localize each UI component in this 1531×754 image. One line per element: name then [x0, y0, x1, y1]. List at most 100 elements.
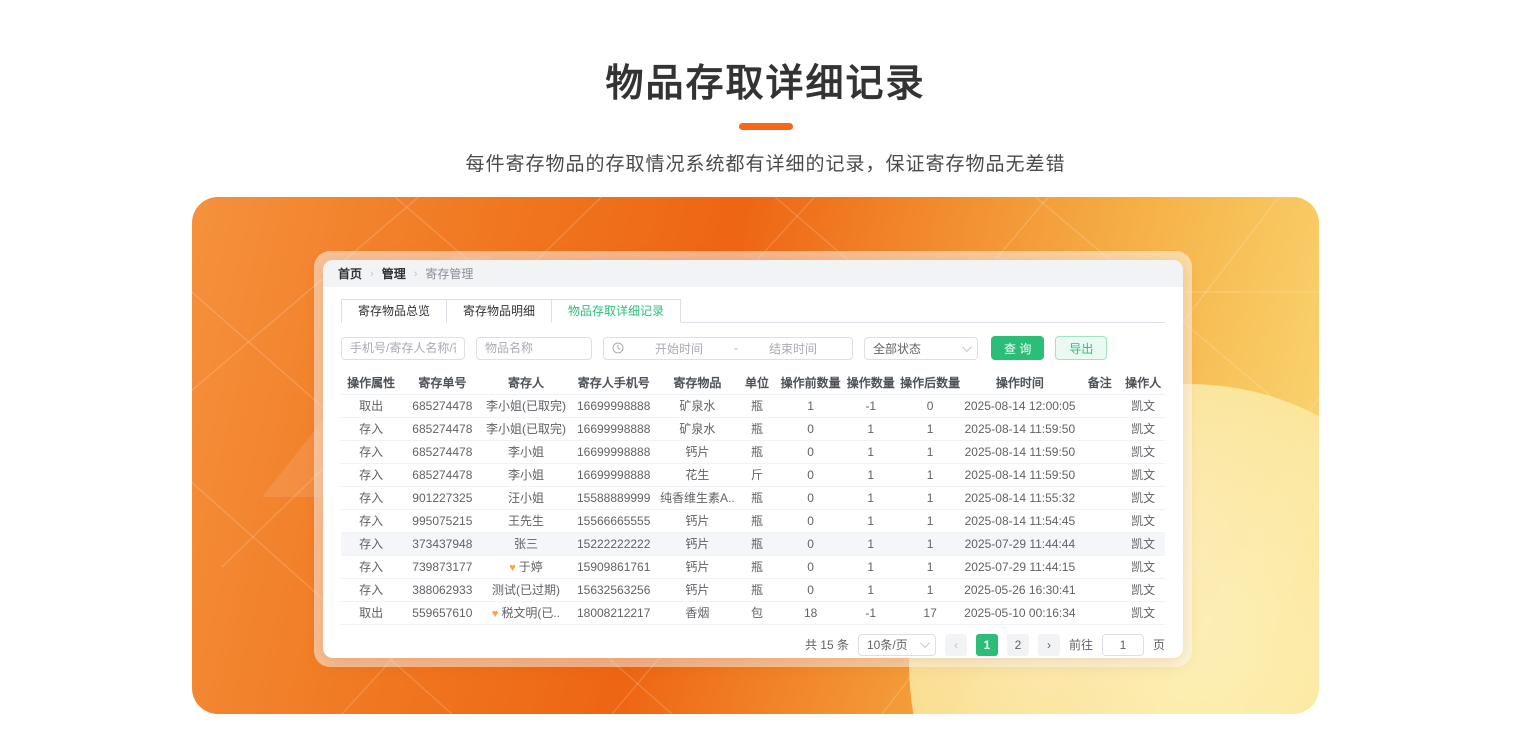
- table-cell: 1: [842, 532, 899, 556]
- table-cell: 瓶: [735, 394, 779, 418]
- table-header-row: 操作属性 寄存单号 寄存人 寄存人手机号 寄存物品 单位 操作前数量 操作数量 操作后数量 操作时…: [341, 371, 1165, 395]
- table-cell: 存入: [341, 486, 402, 510]
- table-cell: 瓶: [735, 532, 779, 556]
- table-cell: 1: [842, 509, 899, 533]
- table-cell: 2025-05-10 00:16:34: [961, 601, 1079, 625]
- export-button[interactable]: 导出: [1055, 336, 1108, 360]
- search-button[interactable]: 查 询: [991, 336, 1045, 360]
- table-cell: 王先生: [483, 509, 569, 533]
- date-end-placeholder[interactable]: 结束时间: [768, 341, 817, 356]
- table-cell: 685274478: [401, 417, 484, 441]
- table-cell: [1078, 578, 1122, 602]
- table-cell: [1078, 463, 1122, 487]
- date-start-placeholder[interactable]: 开始时间: [654, 341, 703, 356]
- table-cell: 1: [842, 555, 899, 579]
- table-row[interactable]: 存入 685274478 李小姐 16699998888 钙片瓶 0 1 1 2025-08-1…: [341, 440, 1165, 464]
- table-row[interactable]: 存入 901227325 汪小姐 15588889999 纯香维生素A.. 瓶 0 1 1 202…: [341, 486, 1165, 510]
- column-header: 寄存物品: [659, 371, 736, 395]
- page-size-select[interactable]: 10条/页: [857, 633, 936, 656]
- table-row[interactable]: 存入 373437948 张三 15222222222 钙片瓶 0 1 1 2025-07-29…: [341, 532, 1165, 556]
- tab-deposit-detail[interactable]: 寄存物品明细: [446, 299, 553, 323]
- table-cell: 1: [842, 578, 899, 602]
- table-cell: 存入: [341, 555, 402, 579]
- table-cell: 16699998888: [568, 463, 660, 487]
- table-cell: 1: [898, 555, 962, 579]
- breadcrumb-section[interactable]: 管理: [381, 267, 406, 281]
- date-range-picker[interactable]: 开始时间 - 结束时间: [603, 336, 853, 360]
- page-button-1[interactable]: 1: [975, 633, 998, 656]
- table-cell: -1: [842, 394, 899, 418]
- table-row[interactable]: 存入 995075215 王先生 15566665555 钙片瓶 0 1 1 2025-08-1…: [341, 509, 1165, 533]
- table-cell: 2025-08-14 11:55:32: [961, 486, 1079, 510]
- browser-window: 首页 › 管理 › 寄存管理 寄存物品总览 寄存物品明细 物品存取详细记录: [323, 260, 1183, 658]
- table-cell: 18008212217: [568, 601, 660, 625]
- table-cell: 瓶: [735, 486, 779, 510]
- table-cell: [1078, 486, 1122, 510]
- table-cell: 2025-08-14 11:54:45: [961, 509, 1079, 533]
- table-cell: ♥ 于婷: [483, 555, 569, 579]
- clock-icon: [612, 342, 624, 354]
- table-cell: [1078, 601, 1122, 625]
- chevron-down-icon: [961, 341, 972, 352]
- breadcrumb-home[interactable]: 首页: [338, 267, 363, 281]
- next-page-button[interactable]: ›: [1037, 633, 1060, 656]
- table-row[interactable]: 存入 685274478 李小姐 16699998888 花生斤 0 1 1 2025-08-1…: [341, 463, 1165, 487]
- table-cell: 2025-08-14 11:59:50: [961, 417, 1079, 441]
- page-title: 物品存取详细记录: [605, 63, 926, 105]
- table-cell: 16699998888: [568, 440, 660, 464]
- table-cell: 汪小姐: [483, 486, 569, 510]
- table-cell: [1078, 532, 1122, 556]
- table-cell: 矿泉水: [659, 417, 736, 441]
- table-cell: 0: [778, 440, 843, 464]
- page-button-2[interactable]: 2: [1006, 633, 1029, 656]
- table-cell: 1: [842, 440, 899, 464]
- breadcrumb-separator-icon: ›: [370, 267, 374, 280]
- table-cell: 测试(已过期): [483, 578, 569, 602]
- table-cell: 矿泉水: [659, 394, 736, 418]
- table-cell: 凯文: [1121, 463, 1165, 487]
- table-cell: 16699998888: [568, 417, 660, 441]
- table-cell: 1: [898, 578, 962, 602]
- table-row[interactable]: 存入 388062933 测试(已过期) 15632563256 钙片瓶 0 1 1 2025-…: [341, 578, 1165, 602]
- table-cell: 373437948: [401, 532, 484, 556]
- table-cell: 685274478: [401, 463, 484, 487]
- table-cell: 1: [898, 417, 962, 441]
- table-cell: 15222222222: [568, 532, 660, 556]
- item-name-input[interactable]: [485, 337, 583, 359]
- table-cell: 2025-08-14 12:00:05: [961, 394, 1079, 418]
- table-cell: 685274478: [401, 394, 484, 418]
- table-cell: 18: [778, 601, 843, 625]
- table-cell: 2025-08-14 11:59:50: [961, 463, 1079, 487]
- table-row[interactable]: 存入 685274478 李小姐(已取完) 16699998888 矿泉水瓶 0 1 1 202…: [341, 417, 1165, 441]
- filter-bar: 开始时间 - 结束时间 全部状态 查 询 导出: [341, 336, 1165, 360]
- breadcrumb: 首页 › 管理 › 寄存管理: [323, 260, 1183, 287]
- table-cell: 15909861761: [568, 555, 660, 579]
- table-row[interactable]: 取出 685274478 李小姐(已取完) 16699998888 矿泉水瓶 1 -1 0 20…: [341, 394, 1165, 418]
- table-cell: [1078, 394, 1122, 418]
- chevron-down-icon: [919, 638, 930, 649]
- table-cell: 1: [898, 532, 962, 556]
- table-row[interactable]: 存入 739873177 ♥ 于婷 15909861761 钙片瓶 0 1 1 2025-07-2…: [341, 555, 1165, 579]
- column-header: 寄存人手机号: [568, 371, 660, 395]
- hero-section: 物品存取详细记录 每件寄存物品的存取情况系统都有详细的记录，保证寄存物品无差错: [0, 52, 1531, 176]
- item-name-field[interactable]: [476, 336, 592, 360]
- records-table: 操作属性 寄存单号 寄存人 寄存人手机号 寄存物品 单位 操作前数量 操作数量 操作后数量 操作时…: [341, 371, 1165, 625]
- table-cell: 凯文: [1121, 394, 1165, 418]
- status-select[interactable]: 全部状态: [864, 336, 978, 360]
- tab-deposit-overview[interactable]: 寄存物品总览: [341, 299, 448, 323]
- table-cell: 0: [778, 509, 843, 533]
- goto-page-input[interactable]: [1101, 633, 1144, 656]
- table-cell: 2025-05-26 16:30:41: [961, 578, 1079, 602]
- tab-access-records[interactable]: 物品存取详细记录: [551, 299, 682, 323]
- column-header: 寄存单号: [401, 371, 484, 395]
- keyword-search-field[interactable]: [341, 336, 465, 360]
- table-cell: 凯文: [1121, 509, 1165, 533]
- table-cell: ♥ 税文明(已..: [483, 601, 569, 625]
- table-cell: 1: [898, 486, 962, 510]
- table-cell: 钙片: [659, 578, 736, 602]
- keyword-search-input[interactable]: [350, 337, 456, 359]
- prev-page-button[interactable]: ‹: [944, 633, 967, 656]
- table-cell: 0: [778, 578, 843, 602]
- table-row[interactable]: 取出 559657610 ♥ 税文明(已.. 18008212217 香烟包 18 -1 17 2…: [341, 601, 1165, 625]
- table-cell: 李小姐(已取完): [483, 417, 569, 441]
